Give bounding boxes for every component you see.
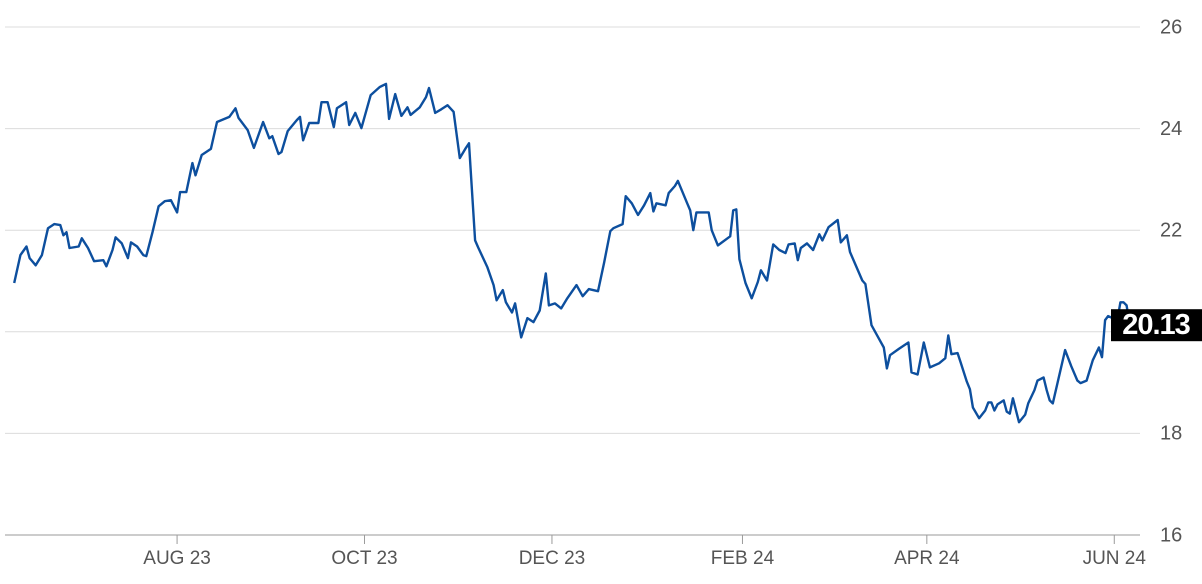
x-tick-label: FEB 24	[711, 548, 775, 569]
y-tick-label: 24	[1160, 118, 1182, 140]
x-tick-label: APR 24	[894, 548, 960, 569]
last-value-label: 20.13	[1122, 309, 1190, 341]
x-tick-label: OCT 23	[331, 548, 397, 569]
y-tick-label: 22	[1160, 219, 1182, 241]
y-tick-label: 26	[1160, 16, 1182, 38]
price-line	[13, 82, 1142, 424]
y-tick-label: 16	[1160, 524, 1182, 546]
x-tick-label: AUG 23	[143, 548, 211, 569]
y-tick-label: 18	[1160, 423, 1182, 445]
x-tick-label: DEC 23	[519, 548, 586, 569]
x-tick-label: JUN 24	[1083, 548, 1147, 569]
last-value-box	[1111, 309, 1202, 342]
